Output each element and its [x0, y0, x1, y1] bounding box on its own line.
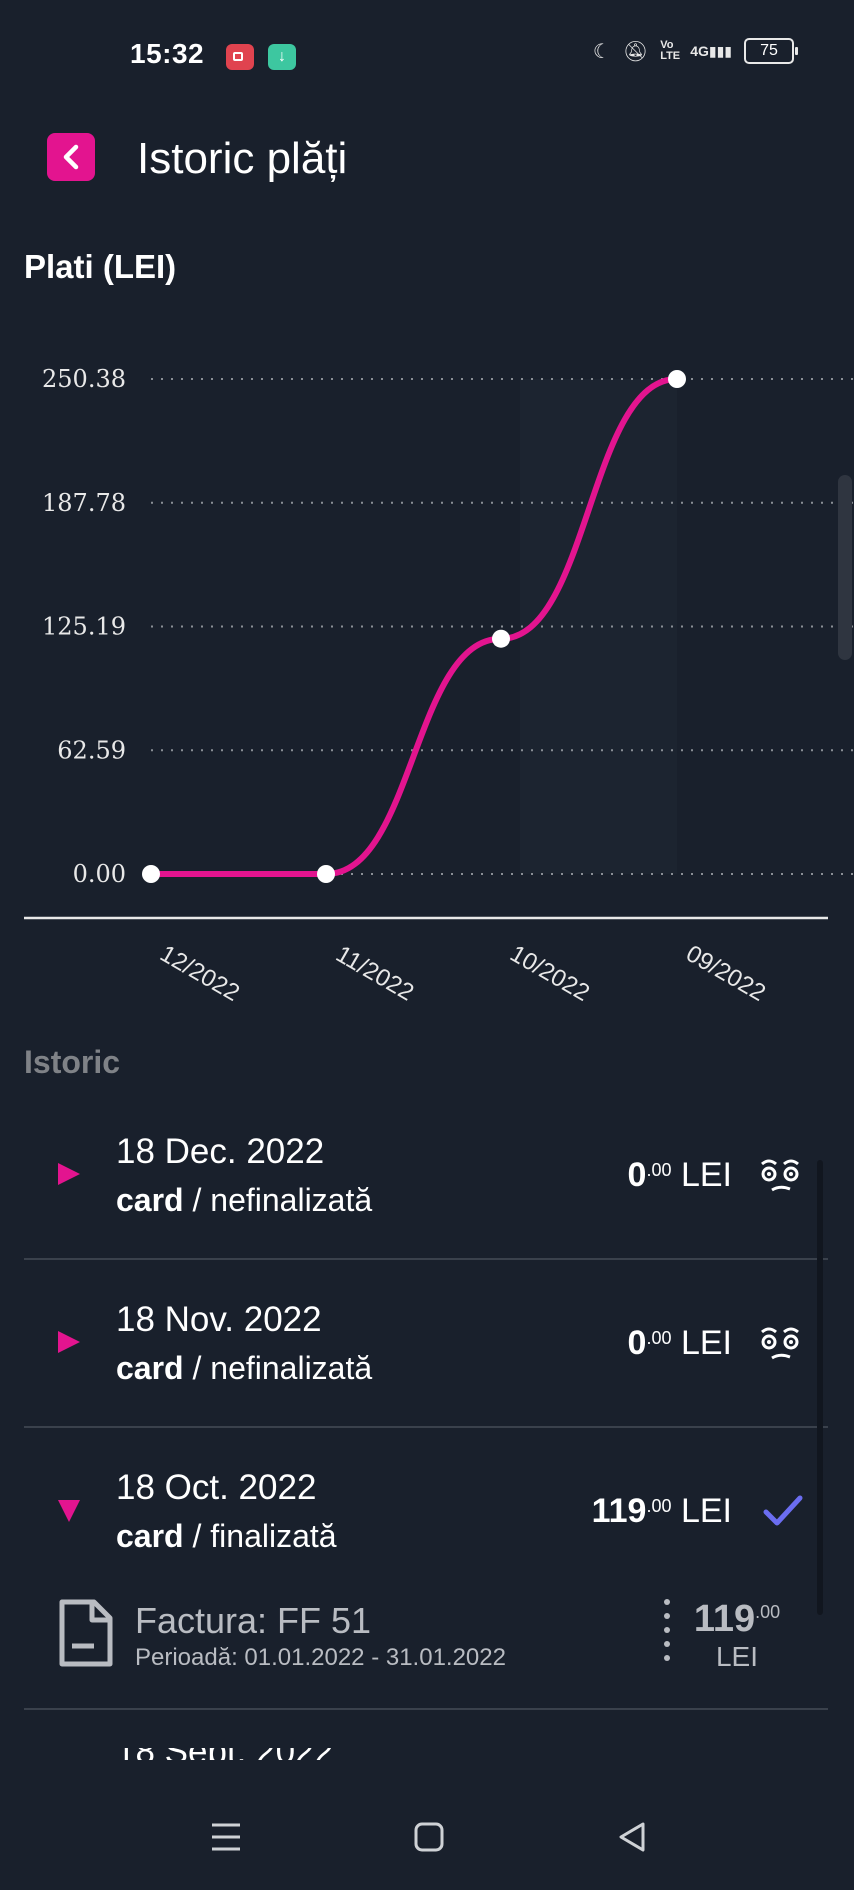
network-type: 4G	[690, 42, 709, 59]
collapse-arrow-icon[interactable]	[58, 1500, 80, 1522]
payment-status: / finalizată	[192, 1518, 337, 1554]
series-line	[148, 376, 680, 878]
chart-band	[520, 379, 677, 874]
checkmark-icon	[763, 1495, 803, 1526]
x-tick-label: 10/2022	[505, 940, 594, 1007]
y-tick-label: 125.19	[42, 613, 126, 641]
amount-decimal: .00	[646, 1160, 672, 1180]
data-point[interactable]	[668, 370, 686, 388]
invoice-currency: LEI	[715, 1641, 759, 1672]
amount-currency: LEI	[680, 1156, 732, 1194]
invoice-amount-integer: 119	[693, 1598, 756, 1640]
download-icon: ↓	[268, 44, 296, 70]
y-tick-label: 0.00	[73, 860, 126, 888]
row-status: card / nefinalizată	[116, 1182, 372, 1219]
row-amount: 0.00 LEI	[628, 1156, 732, 1195]
history-section-title: Istoric	[24, 1044, 121, 1080]
menu-icon[interactable]	[210, 1822, 242, 1852]
expand-arrow-icon[interactable]	[58, 1331, 80, 1353]
volte-icon: Vo LTE	[660, 39, 681, 62]
invoice-period: Perioadă: 01.01.2022 - 31.01.2022	[135, 1644, 506, 1671]
battery-icon: 75	[744, 38, 798, 64]
row-date: 18 Nov. 2022	[116, 1300, 322, 1339]
home-icon[interactable]	[413, 1821, 445, 1853]
y-tick-label: 187.78	[42, 489, 126, 517]
amount-integer: 0	[627, 1324, 647, 1362]
sad-face-icon	[761, 1159, 799, 1192]
row-status: card / nefinalizată	[116, 1350, 372, 1387]
amount-currency: LEI	[680, 1324, 732, 1362]
payment-status: / nefinalizată	[192, 1182, 373, 1218]
row-divider	[24, 1258, 828, 1260]
row-amount: 0.00 LEI	[628, 1324, 732, 1363]
chart-title: Plati (LEI)	[24, 248, 177, 285]
row-date-partial: 18 Sept. 2022	[116, 1748, 334, 1762]
y-tick-label: 250.38	[42, 365, 126, 393]
signal-icon: 4G▮▮▮	[690, 42, 732, 59]
expand-arrow-icon[interactable]	[58, 1163, 80, 1185]
x-tick-label: 09/2022	[681, 940, 770, 1007]
invoice-title[interactable]: Factura: FF 51	[135, 1600, 372, 1641]
amount-decimal: .00	[646, 1328, 672, 1348]
payment-method: card	[116, 1518, 184, 1554]
back-button[interactable]	[47, 133, 95, 181]
row-status: card / finalizată	[116, 1518, 337, 1555]
data-point[interactable]	[317, 865, 335, 883]
document-icon[interactable]	[58, 1598, 114, 1668]
amount-integer: 0	[627, 1156, 647, 1194]
back-nav-icon[interactable]	[617, 1821, 647, 1853]
amount-currency: LEI	[680, 1492, 732, 1530]
screen-record-icon	[226, 44, 254, 70]
payment-method: card	[116, 1182, 184, 1218]
row-date: 18 Oct. 2022	[116, 1468, 317, 1507]
row-date: 18 Dec. 2022	[116, 1132, 325, 1171]
invoice-amount: 119.00 LEI	[682, 1598, 792, 1673]
payment-status: / nefinalizată	[192, 1350, 373, 1386]
status-time: 15:32	[130, 38, 205, 69]
moon-icon: ☾	[592, 40, 611, 63]
amount-integer: 119	[591, 1492, 647, 1530]
x-tick-label: 12/2022	[155, 940, 244, 1007]
y-tick-label: 62.59	[57, 736, 126, 764]
page-scrollbar[interactable]	[838, 475, 852, 660]
invoice-amount-decimal: .00	[755, 1602, 781, 1622]
list-scrollbar[interactable]	[817, 1160, 823, 1615]
page-title: Istoric plăți	[137, 134, 348, 183]
data-point[interactable]	[492, 629, 510, 648]
row-amount: 119.00 LEI	[592, 1492, 732, 1531]
sad-face-icon	[761, 1327, 799, 1360]
payments-line-chart: 0.00 62.59 125.19 187.78 250.38 12/2022 11/202…	[24, 365, 853, 1007]
payment-method: card	[116, 1350, 184, 1386]
mute-icon: 🔕︎	[622, 40, 649, 63]
data-point[interactable]	[142, 865, 160, 883]
x-tick-label: 11/2022	[331, 941, 418, 1007]
amount-decimal: .00	[646, 1496, 672, 1516]
chevron-left-icon	[63, 144, 79, 170]
row-divider	[24, 1708, 828, 1710]
row-divider	[24, 1426, 828, 1428]
status-icons: ☾ 🔕︎ Vo LTE 4G▮▮▮ 75	[592, 38, 798, 64]
more-vertical-icon[interactable]	[662, 1598, 672, 1664]
